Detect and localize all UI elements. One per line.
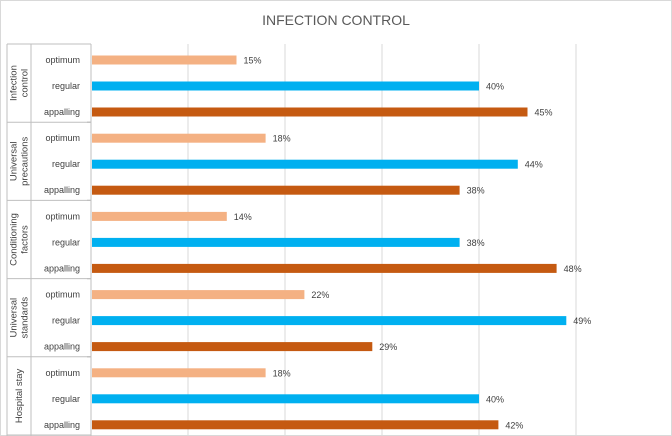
category-label: optimum xyxy=(45,55,80,65)
bar xyxy=(92,316,567,326)
category-label: regular xyxy=(52,316,80,326)
category-label: optimum xyxy=(45,133,80,143)
data-label: 40% xyxy=(486,394,504,404)
category-label: regular xyxy=(52,237,80,247)
bar xyxy=(92,133,266,143)
group-label: Infection xyxy=(9,65,20,101)
bar xyxy=(92,368,266,378)
category-label: appalling xyxy=(44,420,80,430)
group-label: Hospital stay xyxy=(14,368,25,423)
category-label: appalling xyxy=(44,342,80,352)
group-label: Universal xyxy=(9,141,20,181)
data-label: 45% xyxy=(535,108,553,118)
bar xyxy=(92,81,479,91)
data-label: 18% xyxy=(273,134,291,144)
category-label: optimum xyxy=(45,290,80,300)
category-label: optimum xyxy=(45,368,80,378)
category-label: appalling xyxy=(44,185,80,195)
bar xyxy=(92,290,305,300)
bar xyxy=(92,237,460,247)
bar xyxy=(92,55,237,65)
data-label: 38% xyxy=(467,186,485,196)
data-label: 42% xyxy=(505,420,523,430)
bar xyxy=(92,211,227,221)
category-label: regular xyxy=(52,394,80,404)
group-label: factors xyxy=(20,225,31,254)
category-label: appalling xyxy=(44,107,80,117)
chart-title: INFECTION CONTROL xyxy=(262,12,410,28)
bar xyxy=(92,263,557,273)
group-label: precautions xyxy=(20,136,31,185)
data-label: 40% xyxy=(486,82,504,92)
data-label: 18% xyxy=(273,368,291,378)
category-label: optimum xyxy=(45,211,80,221)
group-label: Conditioning xyxy=(9,213,20,266)
data-label: 48% xyxy=(564,264,582,274)
group-label: standards xyxy=(20,297,31,339)
bar xyxy=(92,107,528,117)
data-label: 38% xyxy=(467,238,485,248)
bar xyxy=(92,159,518,169)
data-label: 49% xyxy=(573,316,591,326)
category-label: appalling xyxy=(44,263,80,273)
data-label: 44% xyxy=(525,160,543,170)
bar xyxy=(92,420,499,430)
group-label: Universal xyxy=(9,298,20,338)
bar xyxy=(92,394,479,404)
category-label: regular xyxy=(52,81,80,91)
data-label: 15% xyxy=(244,56,262,66)
group-label: control xyxy=(20,69,31,98)
bar xyxy=(92,342,373,352)
bar xyxy=(92,185,460,195)
category-label: regular xyxy=(52,159,80,169)
data-label: 29% xyxy=(379,342,397,352)
data-label: 14% xyxy=(234,212,252,222)
data-label: 22% xyxy=(311,290,329,300)
